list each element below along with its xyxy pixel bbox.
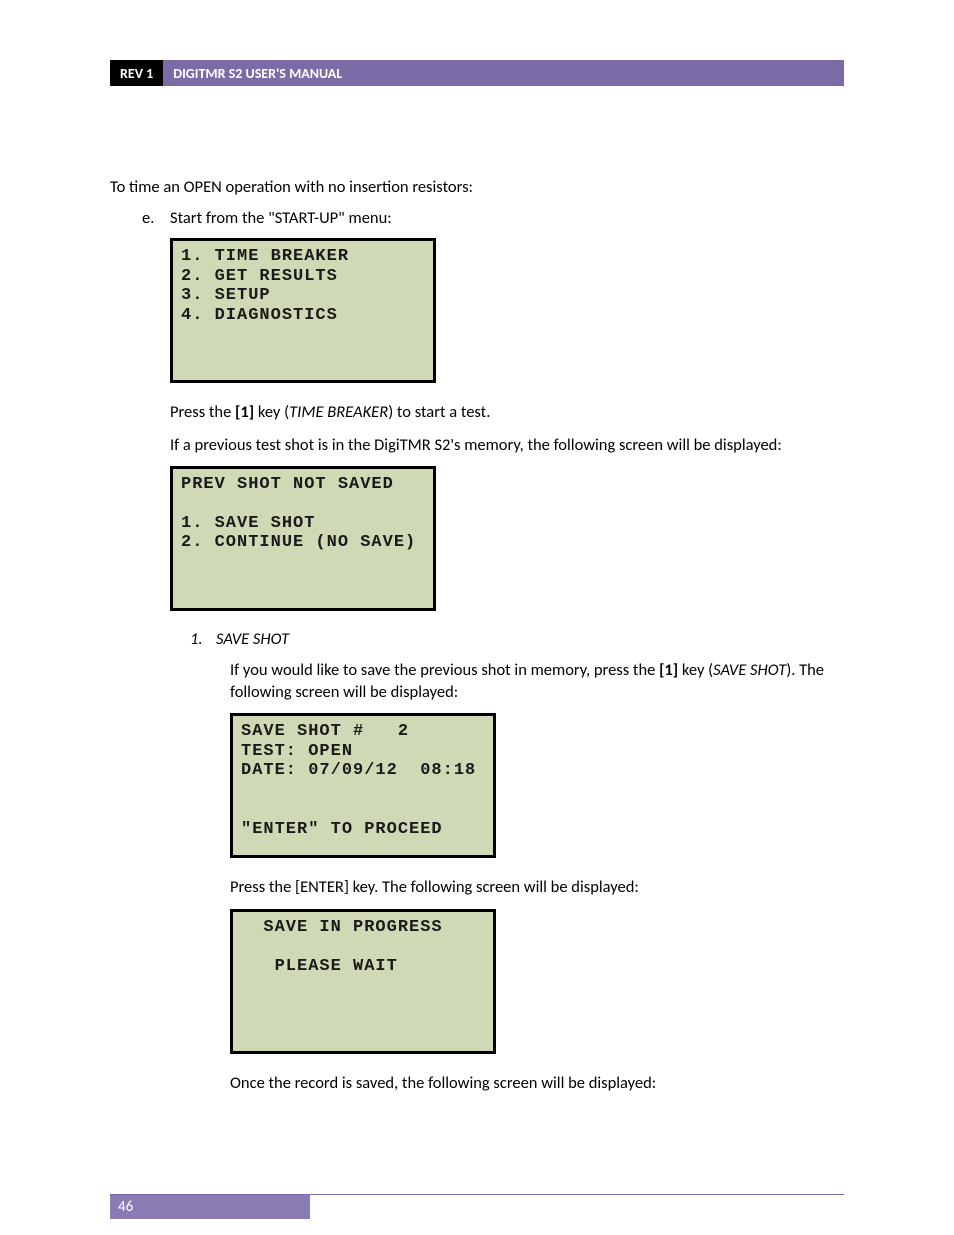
intro-text: To time an OPEN operation with no insert… [110,176,844,198]
key-1-save: [1] [659,660,678,680]
press-1-b: key ( [254,402,289,422]
save-a: If you would like to save the previous s… [230,660,659,680]
step-e-text: Start from the "START-UP" menu: [170,208,392,228]
press-1-paragraph: Press the [1] key (TIME BREAKER) to star… [170,401,844,423]
step-1-label: SAVE SHOT [216,629,289,649]
key-1: [1] [235,402,254,422]
term-time-breaker: TIME BREAKER [289,402,388,422]
save-b: key ( [678,660,713,680]
press-1-a: Press the [170,402,235,422]
step-e-marker: e. [142,208,170,228]
once-saved-paragraph: Once the record is saved, the following … [230,1072,844,1094]
page-footer: 46 [110,1194,844,1195]
page-number: 46 [110,1195,310,1219]
header-title: DIGITMR S2 USER'S MANUAL [163,60,844,86]
press-enter-paragraph: Press the [ENTER] key. The following scr… [230,876,844,898]
term-save-shot: SAVE SHOT [713,660,786,680]
page-header: REV 1 DIGITMR S2 USER'S MANUAL [110,60,844,86]
manual-page: REV 1 DIGITMR S2 USER'S MANUAL To time a… [0,0,954,1235]
save-shot-paragraph: If you would like to save the previous s… [230,659,844,704]
step-1-marker: 1. [190,629,216,649]
step-e: e.Start from the "START-UP" menu: [142,208,844,228]
press-1-c: ) to start a test. [388,402,490,422]
header-rev-badge: REV 1 [110,60,163,86]
prev-shot-paragraph: If a previous test shot is in the DigiTM… [170,434,844,456]
lcd-screen-save-progress: SAVE IN PROGRESS PLEASE WAIT [230,909,496,1054]
lcd-screen-prev-shot: PREV SHOT NOT SAVED 1. SAVE SHOT 2. CONT… [170,466,436,611]
step-1: 1.SAVE SHOT [190,629,844,649]
lcd-screen-startup: 1. TIME BREAKER 2. GET RESULTS 3. SETUP … [170,238,436,383]
lcd-screen-save-shot: SAVE SHOT # 2 TEST: OPEN DATE: 07/09/12 … [230,713,496,858]
